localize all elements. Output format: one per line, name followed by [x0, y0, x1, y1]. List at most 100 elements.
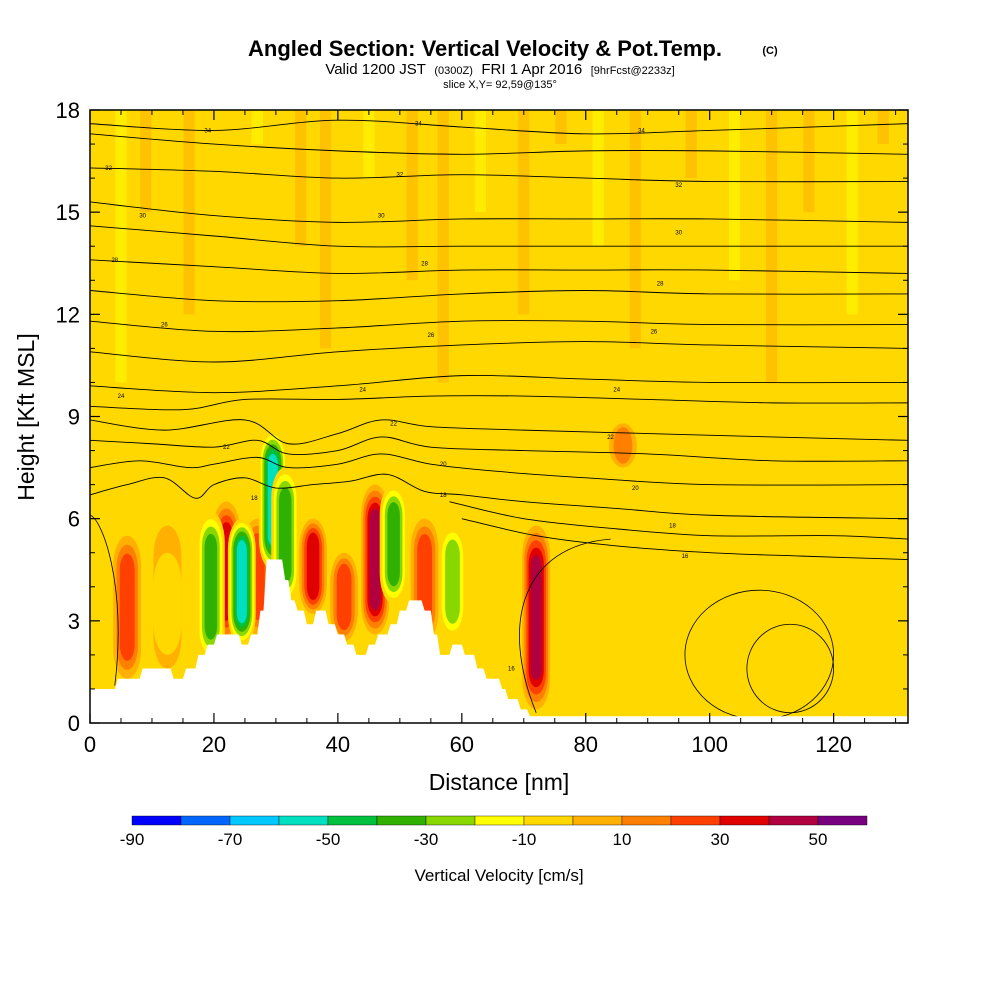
field-streak	[629, 110, 641, 349]
updraft-cell	[336, 563, 352, 631]
isentrope-line	[90, 290, 908, 303]
colorbar-swatch	[180, 815, 231, 826]
contour-label: 26	[427, 333, 434, 339]
isentrope-line	[461, 518, 908, 560]
colorbar-tick-label: -30	[414, 830, 439, 849]
downdraft-cell	[236, 540, 247, 624]
colorbar-swatch	[817, 815, 868, 826]
field-streak	[518, 110, 530, 315]
y-axis-label: Height [Kft MSL]	[13, 333, 39, 500]
field-streak	[295, 110, 307, 247]
isentrope-line	[449, 501, 908, 540]
contour-label: 34	[415, 122, 422, 128]
field-streak	[685, 110, 697, 179]
colorbar-tick-label: -90	[120, 830, 145, 849]
contour-label: 20	[632, 486, 639, 492]
isentrope-line	[90, 395, 908, 411]
contour-label: 18	[251, 496, 258, 502]
field-streak	[363, 110, 375, 179]
contour-label: 16	[682, 554, 689, 560]
plot-area: 34 34 34 32 32 32 30 30 30 28 28 28 26 26 26 24 24 24 22 22…	[90, 110, 908, 723]
colorbar-swatch	[621, 815, 672, 826]
field-streak	[319, 110, 332, 349]
y-tick-label: 3	[68, 609, 80, 634]
contour-label: 26	[161, 323, 168, 329]
contour-label: 18	[440, 493, 447, 499]
isentrope-closed	[746, 623, 835, 714]
isentrope-line	[90, 320, 908, 333]
contour-label: 24	[359, 387, 366, 393]
downdraft-cell	[153, 552, 182, 655]
subtitle-date: FRI 1 Apr 2016	[481, 61, 582, 78]
updraft-cell	[530, 555, 542, 680]
isentrope-line	[90, 453, 908, 486]
axes: 0 20 40 60 80 100 120 0 3 6 9 12 15 18	[56, 98, 908, 757]
colorbar-tick-label: -50	[316, 830, 341, 849]
contour-label: 22	[223, 445, 230, 451]
isentrope-closed	[90, 514, 119, 686]
subtitle-forecast: [9hrFcst@2233z]	[591, 65, 675, 77]
colorbar-swatch	[474, 815, 525, 826]
isentrope-line	[90, 133, 908, 155]
colorbar-tick-label: 50	[809, 830, 828, 849]
isentrope-line	[90, 167, 908, 183]
contour-label: 24	[613, 387, 620, 393]
contour-label: 28	[111, 258, 118, 264]
colorbar-swatch	[719, 815, 770, 826]
colorbar-tick-label: 30	[711, 830, 730, 849]
y-tick-label: 6	[68, 507, 80, 532]
field-streak	[406, 110, 418, 281]
isentrope-line	[90, 119, 908, 135]
isentrope-line	[90, 225, 908, 248]
x-tick-label: 0	[84, 732, 96, 757]
colorbar-swatch	[572, 815, 623, 826]
field-streak	[555, 110, 567, 145]
contour-label: 28	[657, 282, 664, 288]
isentropes	[90, 119, 908, 560]
contour-labels: 34 34 34 32 32 32 30 30 30 28 28 28 26 26 26 24 24 24 22 22…	[105, 122, 689, 673]
contour-label: 32	[397, 173, 404, 179]
contour-label: 32	[105, 166, 112, 172]
y-tick-label: 15	[56, 200, 80, 225]
subtitle-utc: (0300Z)	[434, 65, 473, 77]
contour-label: 22	[607, 435, 614, 441]
colorbar-swatch	[278, 815, 329, 826]
isentrope-line	[90, 259, 908, 274]
downdraft-cell	[445, 539, 460, 624]
colorbar-swatch	[768, 815, 819, 826]
contour-label: 34	[638, 128, 645, 134]
colorbar-tick-label: 10	[613, 830, 632, 849]
colorbar: -90 -70 -50 -30 -10 10 30 50	[120, 815, 868, 849]
updraft-cell	[613, 427, 633, 464]
field-streak	[140, 110, 152, 213]
y-tick-label: 12	[56, 302, 80, 327]
updraft-cell	[306, 532, 320, 601]
contour-label: 24	[118, 394, 125, 400]
isentrope-closed	[519, 538, 611, 713]
field-streak	[183, 110, 195, 315]
downdraft-cell	[204, 533, 218, 640]
contour-label: 16	[508, 667, 515, 673]
contour-label: 34	[204, 128, 211, 134]
isentrope-line	[90, 374, 908, 394]
field-streak	[846, 110, 858, 315]
chart-title-mark: (C)	[762, 45, 778, 57]
field-streak	[115, 110, 127, 383]
colorbar-tick-label: -10	[512, 830, 537, 849]
field-streak	[474, 110, 486, 213]
x-tick-label: 100	[691, 732, 728, 757]
colorbar-swatch	[131, 815, 182, 826]
x-tick-label: 20	[202, 732, 226, 757]
isentrope-line	[90, 201, 908, 223]
isentrope-line	[90, 473, 908, 520]
terrain	[90, 559, 908, 723]
colorbar-swatch	[327, 815, 378, 826]
updraft-cell	[119, 553, 135, 661]
colorbar-tick-label: -70	[218, 830, 243, 849]
downdraft-cell	[387, 502, 400, 587]
x-tick-label: 120	[815, 732, 852, 757]
colorbar-swatch	[376, 815, 427, 826]
updraft-cell	[369, 508, 381, 611]
contour-label: 18	[669, 523, 676, 529]
colorbar-swatch	[229, 815, 280, 826]
